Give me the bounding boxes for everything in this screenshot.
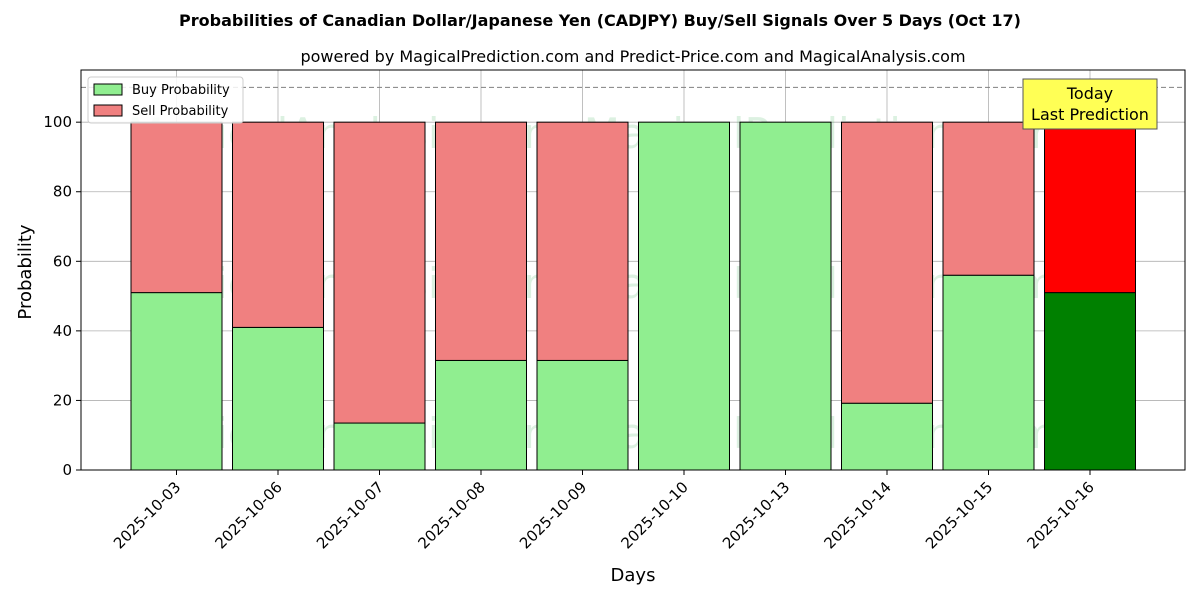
x-tick-label: 2025-10-14 xyxy=(820,478,894,552)
buy-bar xyxy=(841,402,933,471)
buy-bar xyxy=(333,422,426,471)
x-tick-label: 2025-10-03 xyxy=(110,478,184,552)
x-tick-label: 2025-10-15 xyxy=(922,478,996,552)
y-tick-label: 60 xyxy=(53,252,72,270)
y-tick-label: 100 xyxy=(43,113,72,131)
sell-bar xyxy=(435,121,527,361)
x-tick-label: 2025-10-07 xyxy=(313,478,387,552)
x-axis-label: Days xyxy=(611,565,656,586)
plot-frame xyxy=(80,69,1186,471)
y-tick-label: 40 xyxy=(53,322,72,340)
chart-title: Probabilities of Canadian Dollar/Japanes… xyxy=(179,11,1021,30)
sell-bar xyxy=(333,121,426,424)
today-annotation-text: Last Prediction xyxy=(1031,105,1149,124)
buy-bar xyxy=(130,292,223,471)
chart-subtitle: powered by MagicalPrediction.com and Pre… xyxy=(300,47,965,66)
legend-label: Sell Probability xyxy=(132,104,229,119)
legend-label: Buy Probability xyxy=(132,83,230,98)
legend-swatch xyxy=(93,83,123,96)
x-tick-label: 2025-10-08 xyxy=(414,478,488,552)
buy-bar xyxy=(536,359,629,471)
buy-bar xyxy=(1044,292,1136,471)
legend: Buy Probability Sell Probability xyxy=(87,76,244,124)
y-axis-label: Probability xyxy=(15,224,36,319)
y-tick-label: 0 xyxy=(62,461,72,479)
sell-bar xyxy=(1044,121,1136,294)
x-tick-label: 2025-10-16 xyxy=(1023,478,1097,552)
buy-bar xyxy=(232,326,324,471)
sell-bar xyxy=(130,121,223,294)
x-tick-label: 2025-10-13 xyxy=(719,478,793,552)
legend-swatch xyxy=(93,104,123,117)
today-annotation-box xyxy=(1022,78,1158,130)
buy-bar xyxy=(638,121,730,471)
plot-area: MagicalAnalysis.comMagicalPrediction.com… xyxy=(43,69,1186,552)
sell-bar xyxy=(536,121,629,361)
x-tick-label: 2025-10-10 xyxy=(617,478,691,552)
sell-bar xyxy=(841,121,933,404)
x-tick-label: 2025-10-06 xyxy=(211,478,285,552)
y-tick-label: 80 xyxy=(53,183,72,201)
y-tick-label: 20 xyxy=(53,391,72,409)
buy-bar xyxy=(942,274,1035,471)
buy-bar xyxy=(435,359,527,471)
buy-bar xyxy=(739,121,832,471)
today-annotation-text: Today xyxy=(1066,84,1113,103)
legend-box xyxy=(87,76,244,124)
sell-bar xyxy=(942,121,1035,276)
sell-bar xyxy=(232,121,324,328)
x-tick-label: 2025-10-09 xyxy=(516,478,590,552)
